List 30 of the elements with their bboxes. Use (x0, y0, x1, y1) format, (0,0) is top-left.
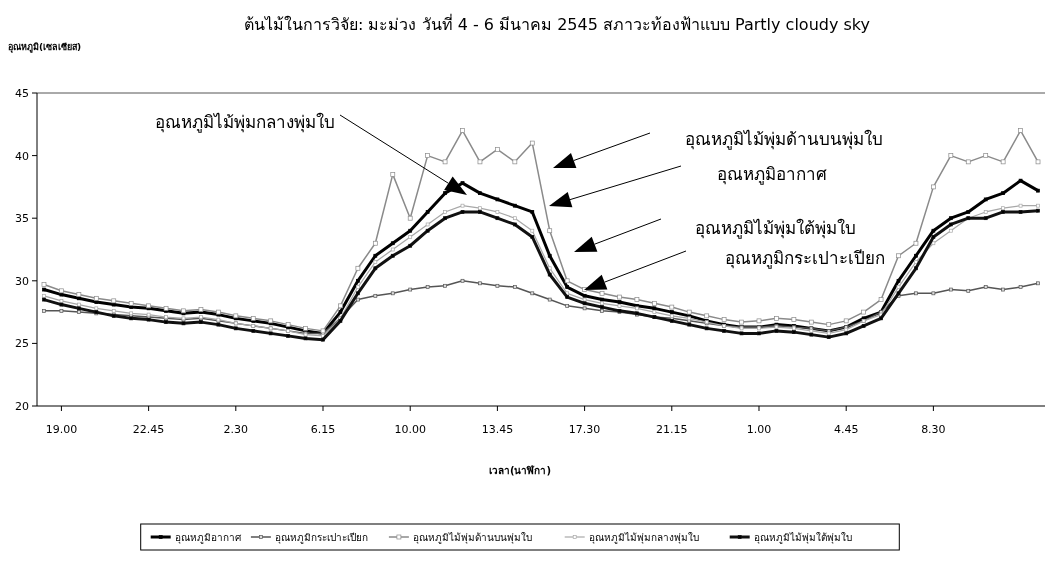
legend-label: อุณหภูมิไม้พุ่มใต้พุ่มใบ (753, 531, 852, 544)
x-tick-label: 10.00 (394, 423, 426, 436)
y-axis-title: อุณหภูมิ(เซลเซียส) (8, 42, 82, 53)
x-tick-label: 4.45 (833, 423, 859, 436)
y-tick-label: 25 (15, 337, 29, 351)
y-tick-label: 20 (15, 400, 29, 413)
legend-label: อุณหภูมิอากาศ (174, 531, 242, 544)
annotation: อุณหภูมิอากาศ (717, 164, 827, 185)
y-tick-label: 45 (15, 87, 29, 100)
chart-title: ต้นไม้ในการวิจัย: มะม่วง วันที่ 4 - 6 มีนาคม 2545 สภาวะท้องฟ้าแบบ Partly cloudy sky (244, 13, 870, 34)
legend-label: อุณหภูมิไม้พุ่มด้านบนพุ่มใบ (412, 531, 532, 544)
y-tick-label: 35 (15, 212, 29, 226)
x-tick-label: 1.00 (746, 423, 772, 436)
x-tick-label: 13.45 (481, 423, 514, 436)
x-axis-title: เวลา(นาฬิกา) (488, 465, 552, 476)
y-tick-label: 30 (15, 274, 29, 288)
x-tick-label: 2.30 (223, 423, 249, 436)
x-tick-label: 21.15 (656, 423, 688, 436)
annotation: อุณหภูมิกระเปาะเปียก (725, 248, 885, 269)
x-tick-label: 6.15 (310, 423, 336, 436)
x-tick-label: 22.45 (132, 423, 165, 436)
x-tick-label: 17.30 (568, 423, 601, 436)
annotation: อุณหภูมิไม้พุ่มใต้พุ่มใบ (695, 218, 856, 239)
legend-label: อุณหภูมิกระเปาะเปียก (274, 531, 368, 544)
x-tick-label: 19.00 (45, 423, 78, 436)
annotation: อุณหภูมิไม้พุ่มกลางพุ่มใบ (155, 112, 335, 133)
x-tick-label: 8.30 (921, 423, 946, 436)
annotation: อุณหภูมิไม้พุ่มด้านบนพุ่มใบ (685, 129, 883, 150)
y-tick-label: 40 (15, 149, 29, 163)
legend-label: อุณหภูมิไม้พุ่มกลางพุ่มใบ (588, 531, 699, 544)
